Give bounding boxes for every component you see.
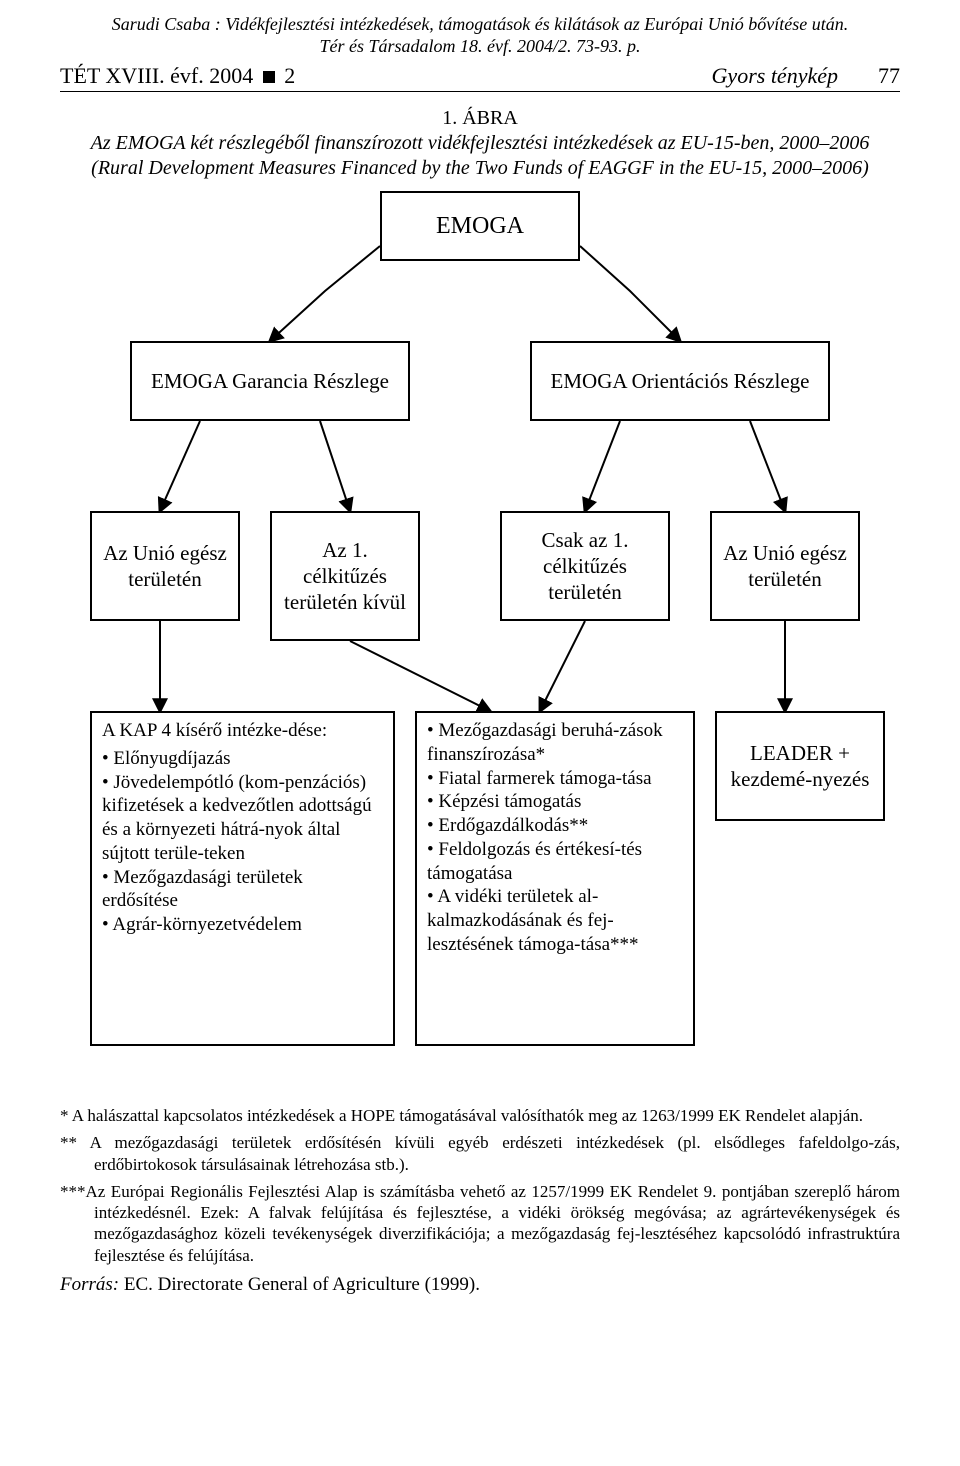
node-celkituzes-kivul-label: Az 1. célkitűzés területén kívül — [282, 537, 408, 616]
header-section-title: Gyors ténykép — [712, 63, 838, 89]
node-emoga: EMOGA — [380, 191, 580, 261]
node-kap4-title: A KAP 4 kísérő intézke-dése: — [102, 719, 383, 743]
running-header: TÉT XVIII. évf. 2004 2 Gyors ténykép 77 — [60, 63, 900, 92]
page: Sarudi Csaba : Vidékfejlesztési intézked… — [0, 0, 960, 1326]
node-emoga-label: EMOGA — [436, 211, 524, 241]
source-line: Forrás: EC. Directorate General of Agric… — [60, 1274, 900, 1296]
header-page-number: 77 — [878, 63, 900, 89]
list-item: Fiatal farmerek támoga-tása — [427, 767, 683, 791]
node-unio-egesz-2-label: Az Unió egész területén — [722, 540, 848, 593]
list-item: A vidéki területek al-kalmazkodásának és… — [427, 885, 683, 956]
figure-label: 1. ÁBRA — [60, 106, 900, 131]
node-orientacios-label: EMOGA Orientációs Részlege — [551, 368, 810, 394]
list-item: Képzési támogatás — [427, 790, 683, 814]
citation-line2: Tér és Társadalom 18. évf. 2004/2. 73-93… — [320, 36, 641, 56]
header-left-text: TÉT XVIII. évf. 2004 — [60, 63, 253, 88]
footnote-3: ***Az Európai Regionális Fejlesztési Ala… — [60, 1181, 900, 1266]
node-kap4-list: ElőnyugdíjazásJövedelempótló (kom-penzác… — [102, 747, 383, 937]
footnote-1: * A halászattal kapcsolatos intézkedések… — [60, 1105, 900, 1126]
figure-title-en: (Rural Development Measures Financed by … — [60, 156, 900, 181]
node-measures-list: Mezőgazdasági beruhá-zások finanszírozás… — [427, 719, 683, 957]
list-item: Mezőgazdasági beruhá-zások finanszírozás… — [427, 719, 683, 767]
figure-caption: 1. ÁBRA Az EMOGA két részlegéből finansz… — [60, 106, 900, 181]
list-item: Agrár-környezetvédelem — [102, 913, 383, 937]
header-left: TÉT XVIII. évf. 2004 2 — [60, 63, 295, 89]
node-celkituzes-csak-label: Csak az 1. célkitűzés területén — [512, 527, 658, 606]
list-item: Jövedelempótló (kom-penzációs) kifizetés… — [102, 771, 383, 866]
header-issue: 2 — [284, 63, 295, 88]
footnote-2: ** A mezőgazdasági területek erdősítésén… — [60, 1132, 900, 1175]
node-celkituzes-csak: Csak az 1. célkitűzés területén — [500, 511, 670, 621]
figure-title-hu: Az EMOGA két részlegéből finanszírozott … — [60, 131, 900, 156]
source-text: EC. Directorate General of Agriculture (… — [124, 1274, 480, 1295]
list-item: Erdőgazdálkodás** — [427, 814, 683, 838]
node-orientacios: EMOGA Orientációs Részlege — [530, 341, 830, 421]
list-item: Mezőgazdasági területek erdősítése — [102, 866, 383, 914]
flowchart: EMOGA EMOGA Garancia Részlege EMOGA Orie… — [60, 191, 900, 1091]
node-unio-egesz-1: Az Unió egész területén — [90, 511, 240, 621]
node-leader: LEADER + kezdemé-nyezés — [715, 711, 885, 821]
issue-square-icon — [263, 71, 275, 83]
top-citation: Sarudi Csaba : Vidékfejlesztési intézked… — [60, 14, 900, 57]
node-celkituzes-kivul: Az 1. célkitűzés területén kívül — [270, 511, 420, 641]
node-unio-egesz-2: Az Unió egész területén — [710, 511, 860, 621]
list-item: Feldolgozás és értékesí-tés támogatása — [427, 838, 683, 886]
list-item: Előnyugdíjazás — [102, 747, 383, 771]
node-leader-label: LEADER + kezdemé-nyezés — [727, 740, 873, 793]
node-unio-egesz-1-label: Az Unió egész területén — [102, 540, 228, 593]
node-garancia-label: EMOGA Garancia Részlege — [151, 368, 389, 394]
source-label: Forrás: — [60, 1274, 119, 1295]
node-measures: Mezőgazdasági beruhá-zások finanszírozás… — [415, 711, 695, 1046]
node-garancia: EMOGA Garancia Részlege — [130, 341, 410, 421]
citation-line1: Sarudi Csaba : Vidékfejlesztési intézked… — [112, 14, 849, 34]
footnotes: * A halászattal kapcsolatos intézkedések… — [60, 1105, 900, 1266]
header-right: Gyors ténykép 77 — [712, 63, 900, 89]
node-kap4: A KAP 4 kísérő intézke-dése: Előnyugdíja… — [90, 711, 395, 1046]
